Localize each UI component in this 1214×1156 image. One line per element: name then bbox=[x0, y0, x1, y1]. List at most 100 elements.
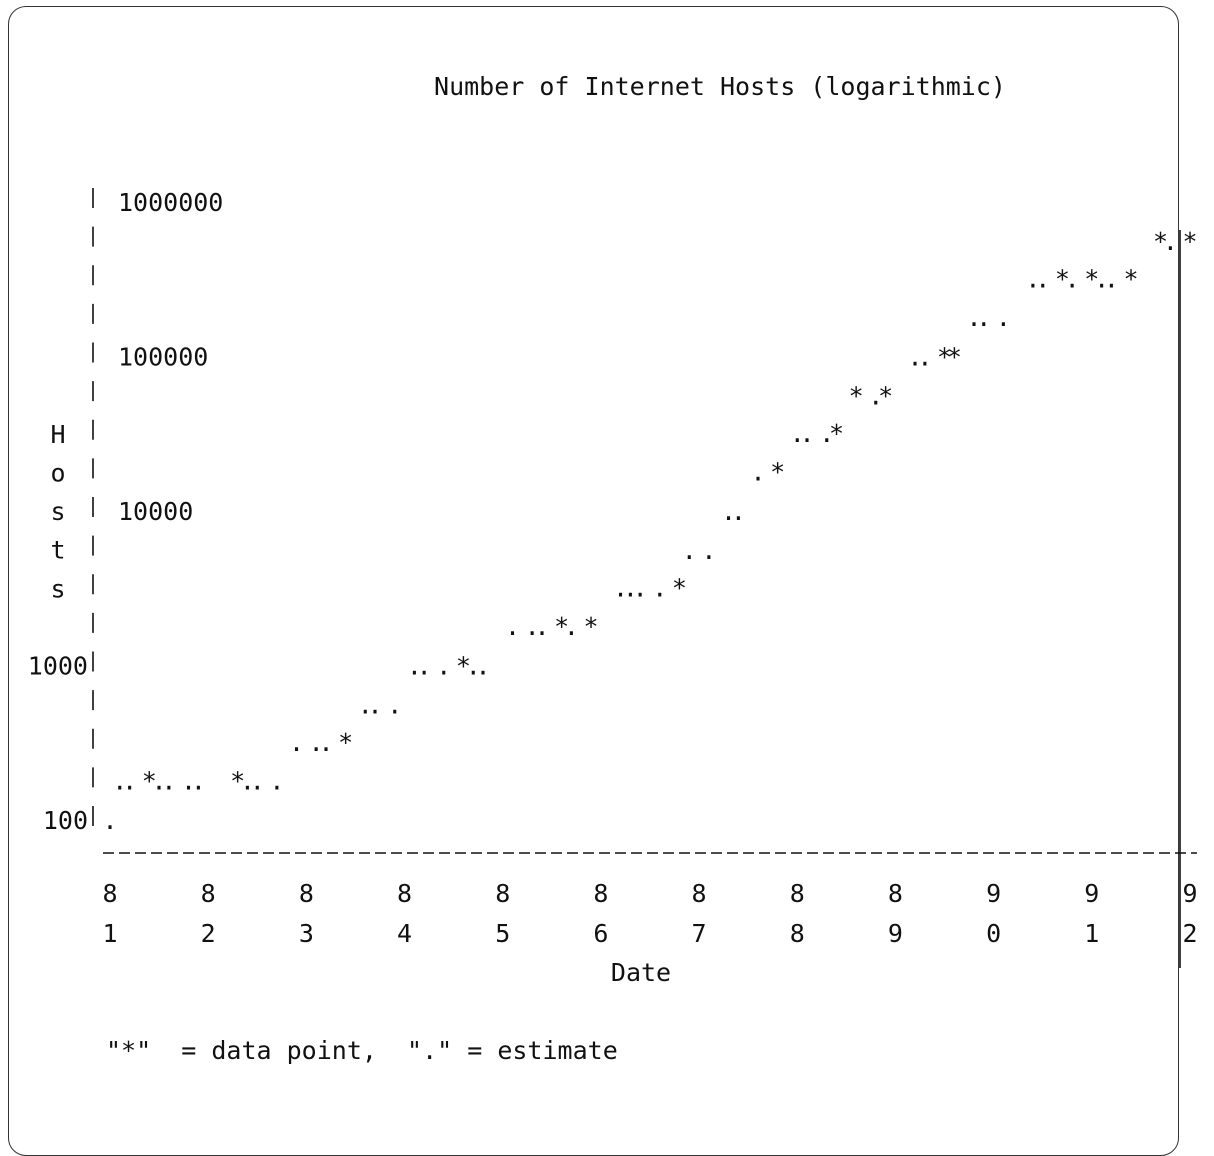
legend-note: "*" = data point, "." = estimate bbox=[106, 1036, 618, 1065]
y-tick-label: 1000 bbox=[28, 652, 88, 681]
x-tick-label-bottom: 1 bbox=[102, 919, 117, 948]
data-point-mark: * bbox=[584, 612, 599, 641]
x-tick-label-top: 8 bbox=[495, 879, 510, 908]
estimate-mark: . bbox=[525, 612, 540, 641]
y-tick-label: 100000 bbox=[118, 343, 208, 372]
data-point-mark: * bbox=[338, 728, 353, 757]
estimate-mark: . bbox=[122, 767, 137, 796]
estimate-mark: . bbox=[917, 343, 932, 372]
estimate-mark: . bbox=[623, 573, 638, 602]
estimate-mark: . bbox=[152, 767, 167, 796]
x-tick-label-top: 8 bbox=[790, 879, 805, 908]
x-tick-label-top: 9 bbox=[1182, 879, 1197, 908]
data-marks: ... *.... *...... *...... *..... *. *.... *....… bbox=[102, 227, 1197, 835]
estimate-mark: . bbox=[564, 612, 579, 641]
x-tick-label-bottom: 8 bbox=[790, 919, 805, 948]
data-point-mark: * bbox=[1084, 264, 1099, 293]
estimate-mark: . bbox=[1163, 227, 1178, 256]
x-tick-label-bottom: 4 bbox=[397, 919, 412, 948]
estimate-mark: . bbox=[790, 419, 805, 448]
y-axis-label: Hosts bbox=[50, 420, 65, 604]
estimate-mark: . bbox=[1104, 264, 1119, 293]
estimate-mark: . bbox=[181, 767, 196, 796]
data-point-mark: * bbox=[770, 458, 785, 487]
x-tick-label-top: 8 bbox=[397, 879, 412, 908]
estimate-mark: . bbox=[613, 573, 628, 602]
estimate-mark: . bbox=[721, 497, 736, 526]
data-point-mark: * bbox=[554, 612, 569, 641]
x-tick-label-bottom: 2 bbox=[1182, 919, 1197, 948]
estimate-mark: . bbox=[908, 343, 923, 372]
estimate-mark: . bbox=[191, 767, 206, 796]
estimate-mark: . bbox=[102, 806, 117, 835]
x-tick-label-bottom: 9 bbox=[888, 919, 903, 948]
data-point-mark: * bbox=[1124, 264, 1139, 293]
data-point-mark: * bbox=[1182, 227, 1197, 256]
y-axis-label-char: s bbox=[50, 497, 65, 526]
estimate-mark: . bbox=[358, 690, 373, 719]
data-point-mark: * bbox=[829, 419, 844, 448]
y-tick-label: 10000 bbox=[118, 497, 193, 526]
estimate-mark: . bbox=[633, 573, 648, 602]
estimate-mark: . bbox=[534, 612, 549, 641]
y-tick-label: 1000000 bbox=[118, 188, 223, 217]
estimate-mark: . bbox=[1065, 264, 1080, 293]
estimate-mark: . bbox=[996, 303, 1011, 332]
data-point-mark: * bbox=[878, 381, 893, 410]
x-tick-label-top: 8 bbox=[593, 879, 608, 908]
estimate-mark: . bbox=[240, 767, 255, 796]
data-point-mark: * bbox=[947, 343, 962, 372]
y-tick-label: 100 bbox=[43, 806, 88, 835]
estimate-mark: . bbox=[505, 612, 520, 641]
estimate-mark: . bbox=[407, 652, 422, 681]
y-axis-label-char: t bbox=[50, 536, 65, 565]
chart-title: Number of Internet Hosts (logarithmic) bbox=[434, 72, 1006, 101]
estimate-mark: . bbox=[318, 728, 333, 757]
x-tick-label-top: 8 bbox=[102, 879, 117, 908]
data-point-mark: * bbox=[142, 767, 157, 796]
estimate-mark: . bbox=[652, 573, 667, 602]
estimate-mark: . bbox=[476, 652, 491, 681]
estimate-mark: . bbox=[368, 690, 383, 719]
estimate-mark: . bbox=[387, 690, 402, 719]
y-ticks: 1000000 100000 10000 1000 100 bbox=[28, 188, 224, 835]
data-point-mark: * bbox=[937, 343, 952, 372]
estimate-mark: . bbox=[309, 728, 324, 757]
estimate-mark: . bbox=[1094, 264, 1109, 293]
x-ticks: 8 1 8 2 8 3 8 4 8 5 8 6 8 7 8 8 8 9 9 0 9 1 9 2 bbox=[102, 879, 1197, 948]
x-tick-label-bottom: 6 bbox=[593, 919, 608, 948]
estimate-mark: . bbox=[868, 381, 883, 410]
x-tick-label-top: 8 bbox=[888, 879, 903, 908]
x-tick-label-bottom: 0 bbox=[986, 919, 1001, 948]
data-point-mark: * bbox=[849, 381, 864, 410]
estimate-mark: . bbox=[161, 767, 176, 796]
data-point-mark: * bbox=[1153, 227, 1168, 256]
x-tick-label-top: 8 bbox=[692, 879, 707, 908]
x-tick-label-bottom: 5 bbox=[495, 919, 510, 948]
estimate-mark: . bbox=[269, 767, 284, 796]
data-point-mark: * bbox=[1055, 264, 1070, 293]
estimate-mark: . bbox=[289, 728, 304, 757]
data-point-mark: * bbox=[230, 767, 245, 796]
data-point-mark: * bbox=[456, 652, 471, 681]
data-point-mark: * bbox=[672, 573, 687, 602]
estimate-mark: . bbox=[731, 497, 746, 526]
estimate-mark: . bbox=[966, 303, 981, 332]
estimate-mark: . bbox=[1035, 264, 1050, 293]
estimate-mark: . bbox=[112, 767, 127, 796]
x-tick-label-top: 9 bbox=[986, 879, 1001, 908]
x-axis-label: Date bbox=[611, 958, 671, 987]
x-tick-label-bottom: 1 bbox=[1084, 919, 1099, 948]
estimate-mark: . bbox=[800, 419, 815, 448]
estimate-mark: . bbox=[466, 652, 481, 681]
y-axis-label-char: s bbox=[50, 574, 65, 603]
x-tick-label-bottom: 7 bbox=[692, 919, 707, 948]
estimate-mark: . bbox=[1025, 264, 1040, 293]
estimate-mark: . bbox=[819, 419, 834, 448]
estimate-mark: . bbox=[417, 652, 432, 681]
x-tick-label-bottom: 2 bbox=[201, 919, 216, 948]
estimate-mark: . bbox=[701, 536, 716, 565]
x-tick-label-top: 8 bbox=[201, 879, 216, 908]
estimate-mark: . bbox=[436, 652, 451, 681]
